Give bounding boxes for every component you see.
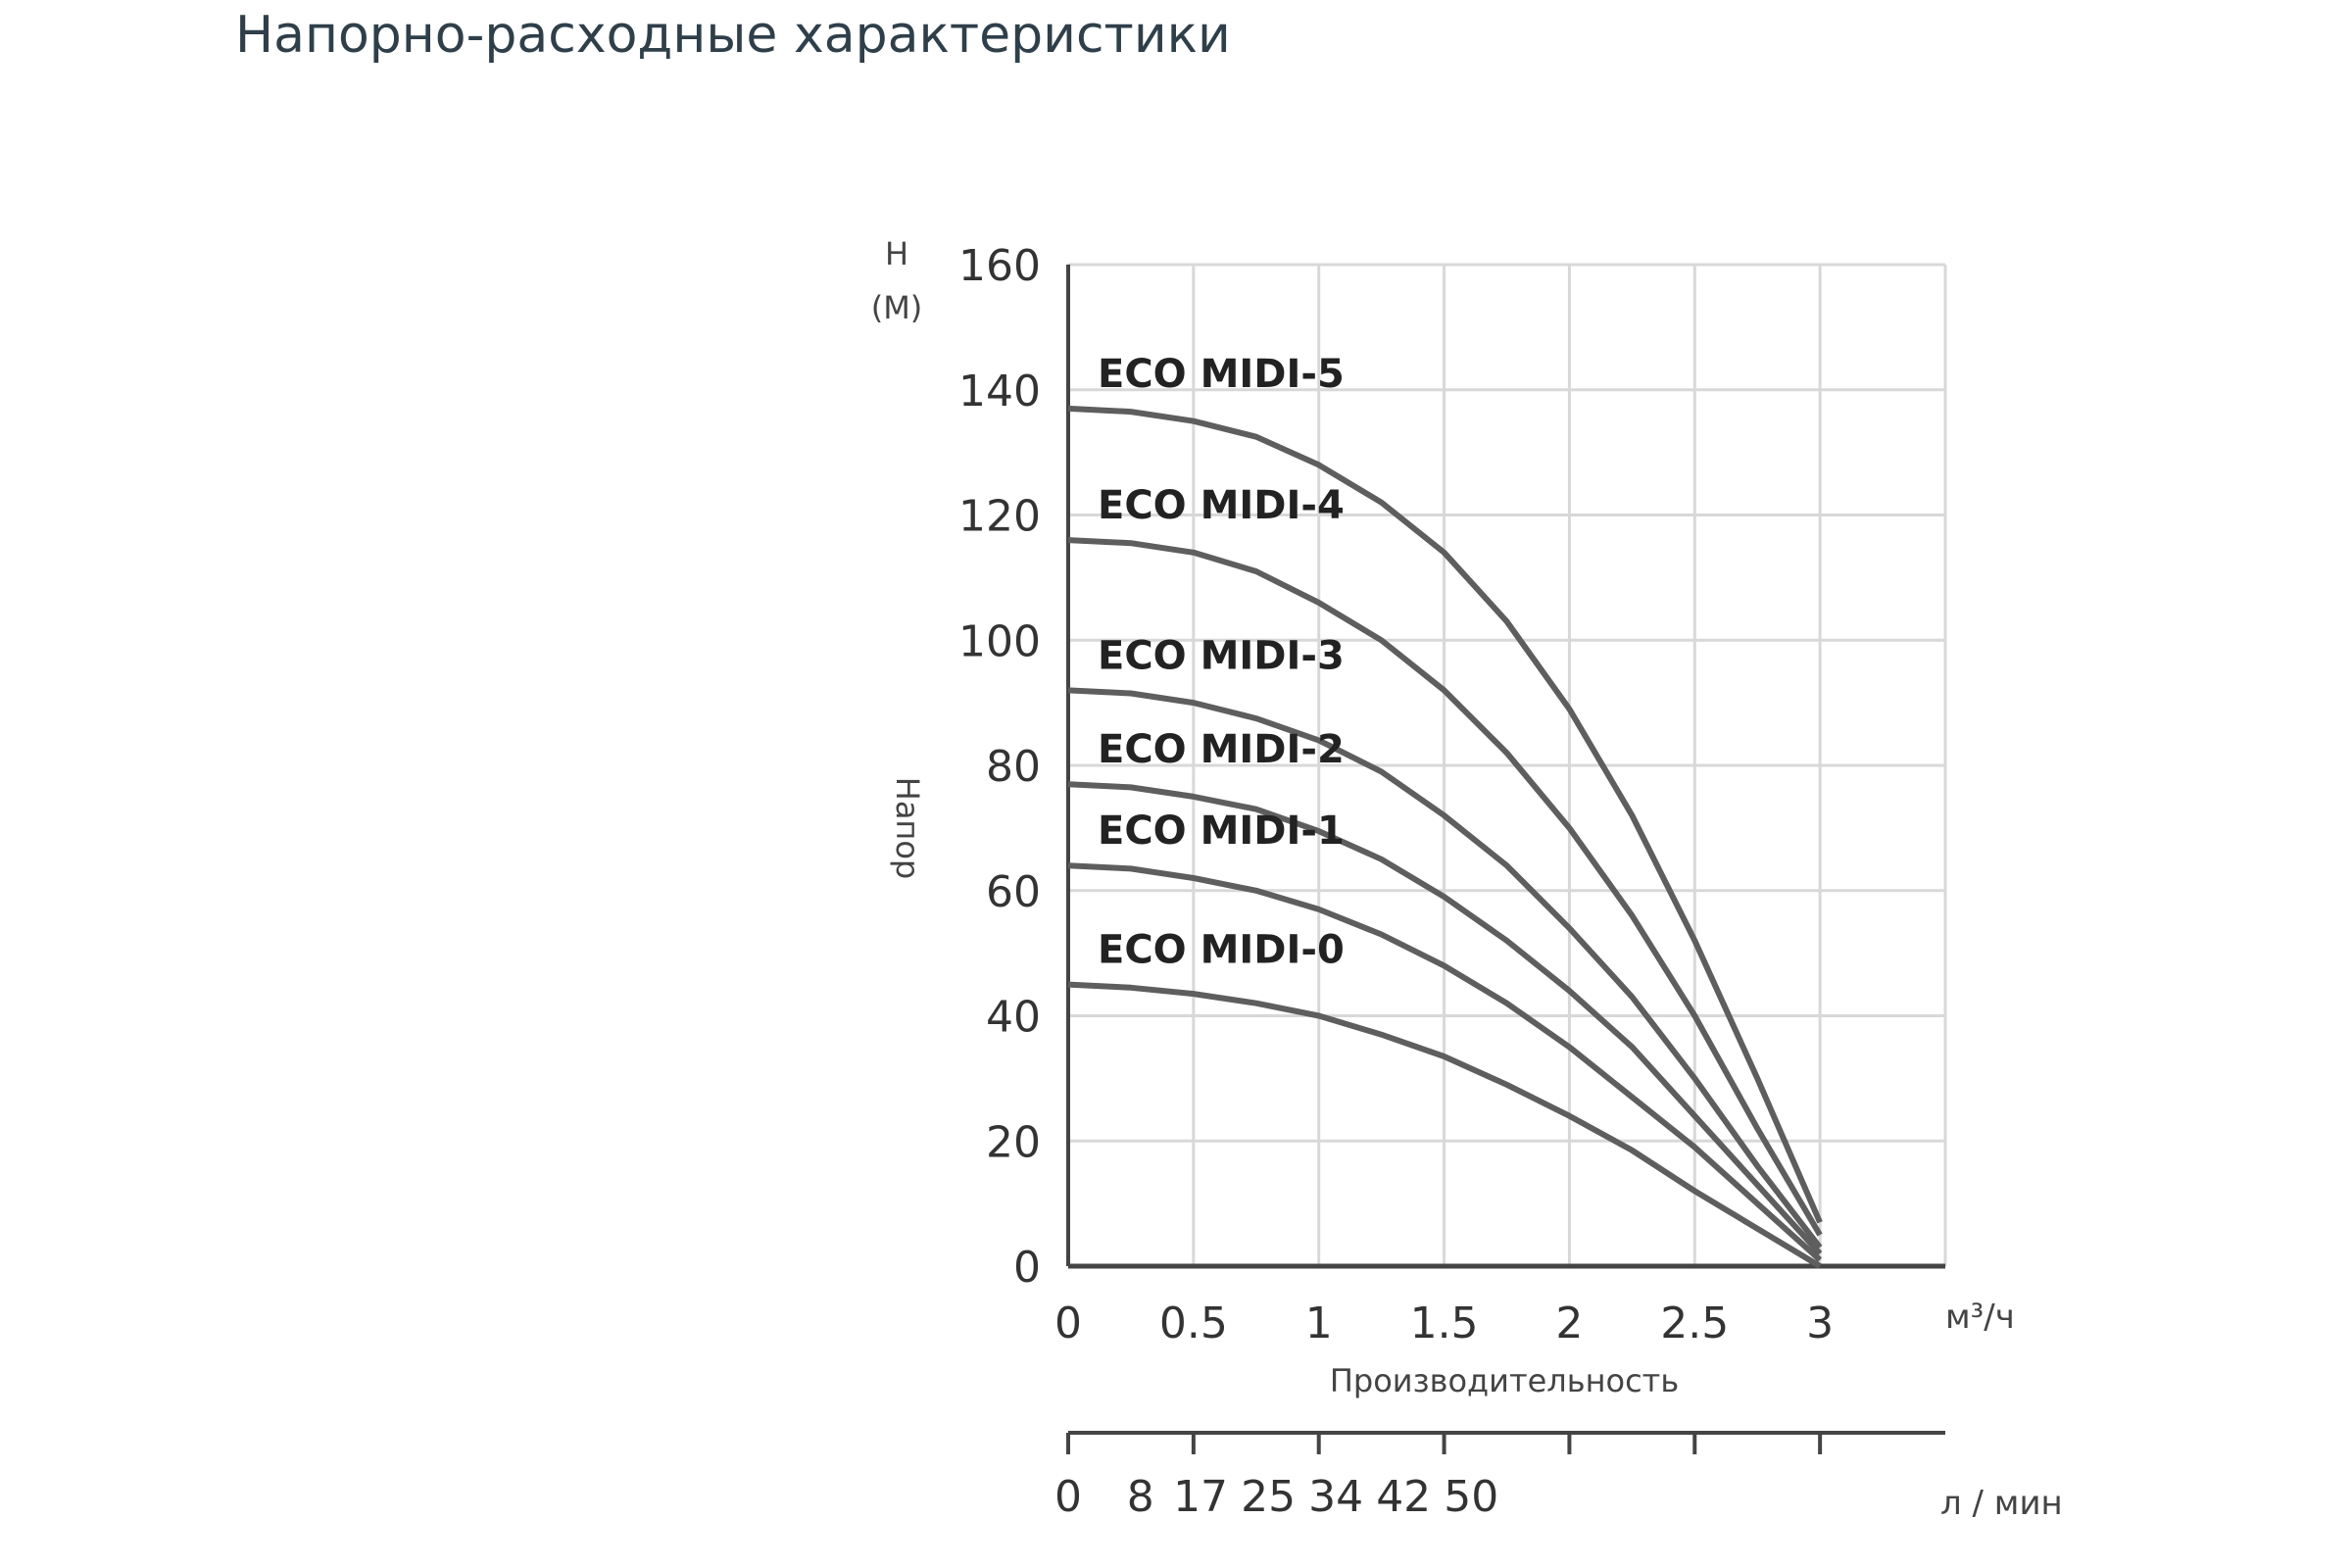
x-tick-label: 1 xyxy=(1305,1298,1333,1348)
secondary-x-tick-label: 0 xyxy=(1054,1472,1082,1522)
x-axis-unit: м³/ч xyxy=(1945,1298,2015,1337)
y-tick-label: 60 xyxy=(986,867,1041,917)
x-tick-label: 2.5 xyxy=(1660,1298,1729,1348)
page-title: Напорно-расходные характеристики xyxy=(235,6,1231,65)
y-tick-label: 40 xyxy=(986,993,1041,1043)
curve-label: ECO MIDI-4 xyxy=(1098,483,1345,528)
x-tick-label: 0.5 xyxy=(1159,1298,1228,1348)
curve-line xyxy=(1067,405,1823,1224)
x-tick-label: 2 xyxy=(1555,1298,1583,1348)
secondary-x-tick-label: 17 xyxy=(1173,1472,1228,1522)
chart-grid xyxy=(1068,263,1947,1266)
curve-line xyxy=(1067,981,1822,1269)
secondary-x-tick-label: 8 xyxy=(1127,1472,1154,1522)
chart-labels: ECO MIDI-5 ECO MIDI-4 ECO MIDI-3 ECO MIDI-2… xyxy=(1098,352,1345,973)
curve-label: ECO MIDI-5 xyxy=(1098,352,1345,397)
curve-line xyxy=(1067,687,1823,1250)
x-tick-label: 1.5 xyxy=(1410,1298,1479,1348)
curve-line xyxy=(1067,537,1823,1237)
curve-label: ECO MIDI-2 xyxy=(1098,727,1345,772)
y-tick-label: 120 xyxy=(958,492,1041,542)
y-axis-unit-bottom: (М) xyxy=(871,289,923,326)
secondary-x-axis-unit: л / мин xyxy=(1940,1484,2063,1523)
y-tick-label: 80 xyxy=(986,742,1041,792)
y-tick-label: 140 xyxy=(958,367,1041,416)
x-tick-label: 3 xyxy=(1806,1298,1834,1348)
y-axis-title: Напор xyxy=(889,777,926,879)
secondary-x-tick-label: 42 xyxy=(1376,1472,1431,1522)
y-axis-unit-top: Н xyxy=(885,235,908,272)
chart-curves xyxy=(1067,405,1823,1269)
curve-label: ECO MIDI-0 xyxy=(1098,928,1345,973)
x-tick-label: 0 xyxy=(1054,1298,1082,1348)
x-axis-title: Производительность xyxy=(1330,1362,1679,1399)
curve-line xyxy=(1067,781,1823,1256)
y-tick-label: 0 xyxy=(1013,1243,1041,1293)
curve-label: ECO MIDI-3 xyxy=(1098,633,1345,678)
y-tick-label: 20 xyxy=(986,1117,1041,1167)
y-tick-label: 100 xyxy=(958,616,1041,666)
curve-label: ECO MIDI-1 xyxy=(1098,808,1345,854)
curve-line xyxy=(1067,862,1823,1262)
secondary-x-tick-label: 25 xyxy=(1241,1472,1296,1522)
secondary-x-tick-label: 34 xyxy=(1308,1472,1363,1522)
y-tick-label: 160 xyxy=(958,241,1041,291)
secondary-x-tick-label: 50 xyxy=(1444,1472,1498,1522)
